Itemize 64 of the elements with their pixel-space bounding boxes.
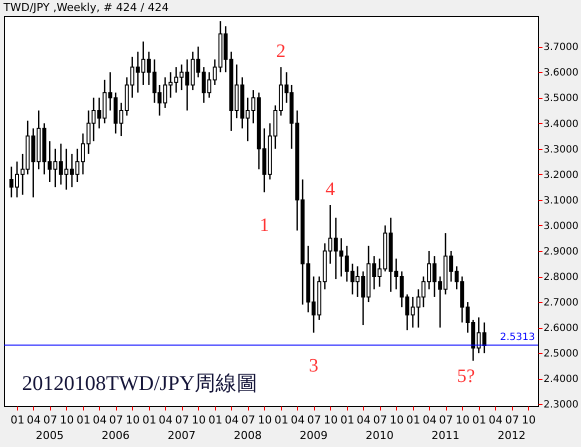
x-tick-label: 07 [373,414,388,426]
x-tick-label: 04 [92,414,107,426]
x2-tick-label: 2008 [234,429,262,442]
y-tick-label: 2.9000 [544,246,578,258]
x-tick-label: 10 [60,414,74,426]
x2-tick-label: 2011 [432,429,460,442]
x-tick-label: 01 [274,414,288,426]
chart-title: TWD/JPY ,Weekly, # 424 / 424 [2,1,169,14]
y-tick-label: 3.3000 [544,144,578,156]
x-tick-label: 01 [76,414,90,426]
x-tick-label: 10 [522,414,536,426]
y-tick-label: 3.6000 [544,68,578,79]
y-tick-label: 2.4000 [544,374,578,386]
y-tick-label: 2.8000 [544,272,578,284]
x-tick-label: 10 [258,414,272,426]
annotation: 4 [326,179,336,200]
x-tick-label: 07 [241,414,256,426]
x-tick-label: 04 [290,414,305,426]
y-tick-label: 3.5000 [544,93,578,104]
y-tick-label: 3.2000 [544,170,578,181]
x-tick-label: 01 [208,414,222,426]
x-tick-label: 07 [307,414,322,426]
y-tick-label: 3.4000 [544,118,578,130]
x-tick-label: 10 [126,414,140,426]
y-tick-label: 3.1000 [544,195,578,206]
x-tick-label: 10 [456,414,470,426]
y-tick-label: 3.0000 [544,220,578,232]
x-tick-label: 04 [224,414,239,426]
x2-tick-label: 2007 [168,429,196,442]
x-tick-label: 01 [340,414,354,426]
x-tick-label: 01 [10,414,25,426]
x-tick-label: 01 [472,414,486,426]
x-tick-label: 01 [406,414,420,426]
y-tick-label: 3.7000 [544,42,578,54]
y-tick-label: 2.5000 [544,348,578,360]
x-tick-label: 04 [356,414,371,426]
ref-line-label: 2.5313 [500,332,535,344]
y-tick-label: 2.7000 [544,298,578,309]
y-tick-label: 2.3000 [544,400,578,411]
x-tick-label: 07 [175,414,190,426]
x2-tick-label: 2006 [102,429,130,442]
x2-tick-label: 2012 [498,429,526,442]
x-tick-label: 07 [109,414,124,426]
annotation: 20120108TWD/JPY周線圖 [22,371,258,395]
candlestick [482,322,486,354]
annotation: 3 [308,356,318,377]
x2-tick-label: 2005 [36,429,64,442]
annotation: 5? [457,366,475,387]
annotation: 2 [276,41,286,62]
annotation: 1 [260,215,270,236]
x-tick-label: 10 [390,414,404,426]
y-tick-label: 2.6000 [544,323,578,334]
x-tick-label: 04 [488,414,503,426]
x-tick-label: 07 [43,414,58,426]
x-tick-label: 10 [192,414,206,426]
x-tick-label: 07 [439,414,454,426]
x-tick-label: 04 [26,414,41,426]
x-tick-label: 01 [142,414,156,426]
x-tick-label: 07 [505,414,520,426]
x-tick-label: 04 [158,414,173,426]
x-tick-label: 10 [324,414,338,426]
x2-tick-label: 2010 [366,429,394,442]
x2-tick-label: 2009 [300,429,328,442]
x-tick-label: 04 [422,414,437,426]
